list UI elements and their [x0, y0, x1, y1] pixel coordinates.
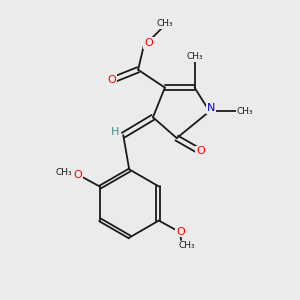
- Text: O: O: [74, 170, 82, 180]
- Text: CH₃: CH₃: [179, 242, 195, 250]
- Text: O: O: [108, 75, 116, 85]
- Text: O: O: [176, 226, 185, 237]
- Text: CH₃: CH₃: [186, 52, 203, 62]
- Text: CH₃: CH₃: [236, 107, 253, 116]
- Text: CH₃: CH₃: [157, 19, 173, 28]
- Text: N: N: [207, 103, 215, 113]
- Text: H: H: [111, 127, 119, 137]
- Text: O: O: [196, 146, 205, 157]
- Text: CH₃: CH₃: [56, 168, 72, 177]
- Text: O: O: [144, 38, 153, 48]
